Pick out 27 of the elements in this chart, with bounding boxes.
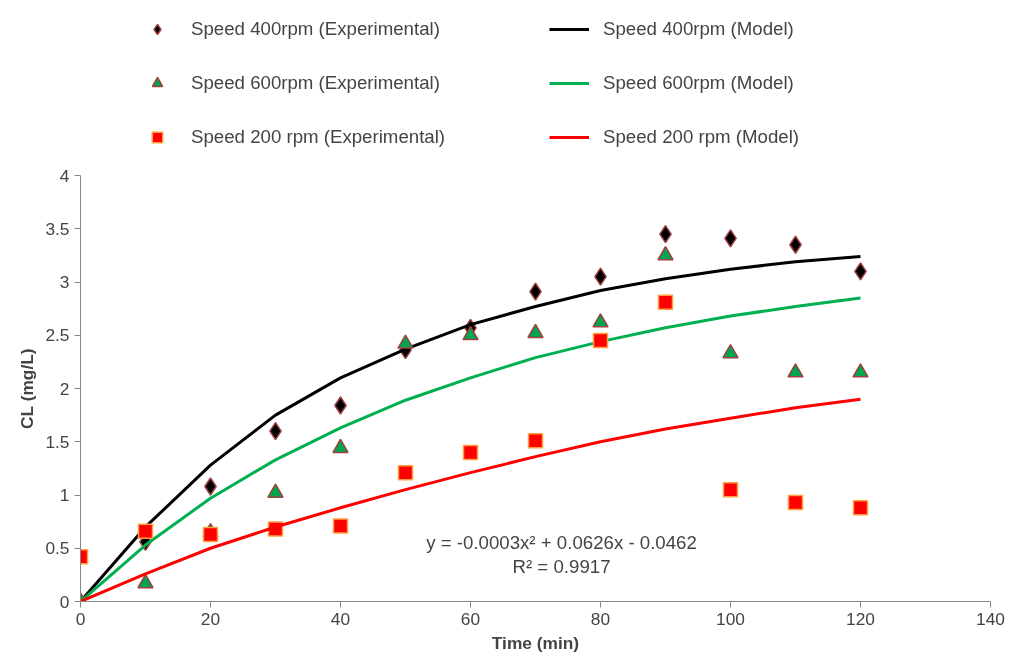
y-tick-label: 3 <box>59 272 70 292</box>
y-axis-title: CL (mg/L) <box>17 348 38 429</box>
legend-label: Speed 200 rpm (Experimental) <box>191 125 447 148</box>
x-tick-label: 0 <box>75 608 86 629</box>
y-tick-label: 1 <box>59 485 70 505</box>
y-tick-label: 1.5 <box>45 431 70 452</box>
legend-label: Speed 600rpm (Model) <box>603 71 795 94</box>
x-tick-label: 140 <box>976 608 1005 629</box>
x-tick-label: 60 <box>460 608 481 629</box>
x-tick-label: 80 <box>590 608 611 629</box>
legend-label: Speed 600rpm (Experimental) <box>191 71 441 94</box>
y-tick-label: 2.5 <box>45 325 70 346</box>
x-tick-label: 120 <box>846 608 875 629</box>
legend-label: Speed 400rpm (Model) <box>603 17 795 40</box>
annotation: R² = 0.9917 <box>512 555 611 577</box>
x-tick-label: 20 <box>200 608 221 629</box>
y-tick-label: 3.5 <box>45 218 70 239</box>
y-tick-label: 0 <box>59 591 70 612</box>
x-tick-label: 40 <box>330 608 351 629</box>
y-tick-label: 4 <box>59 165 70 186</box>
x-axis-title: Time (min) <box>491 632 580 653</box>
legend-label: Speed 200 rpm (Model) <box>603 125 800 148</box>
x-tick-label: 100 <box>716 608 745 629</box>
legend-label: Speed 400rpm (Experimental) <box>191 17 441 40</box>
y-tick-label: 0.5 <box>45 538 70 559</box>
annotation: y = -0.0003x² + 0.0626x - 0.0462 <box>426 532 697 554</box>
y-tick-label: 2 <box>59 378 70 399</box>
